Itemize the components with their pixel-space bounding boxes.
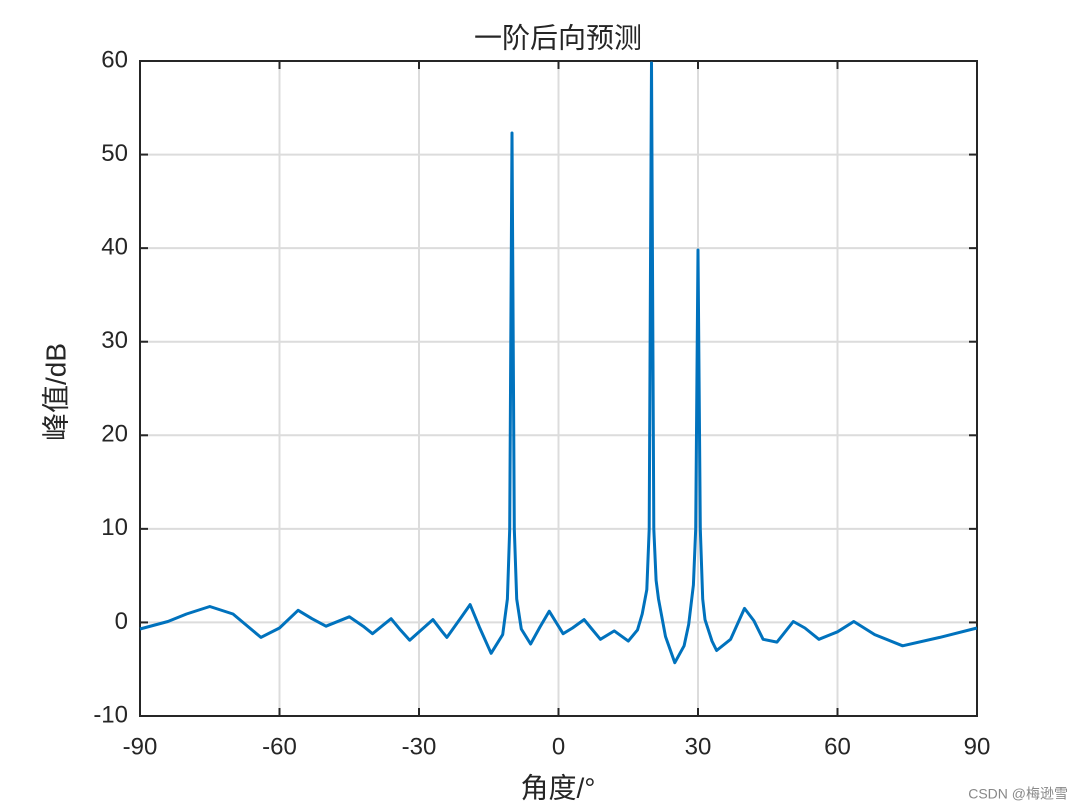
axes-box (139, 60, 978, 717)
watermark: CSDN @梅逊雪 (968, 786, 1068, 802)
x-tick-label: 0 (552, 733, 565, 760)
line-series (139, 61, 978, 665)
y-tick-label: 50 (101, 140, 128, 167)
x-tick-label: 60 (824, 733, 851, 760)
y-tick-label: 10 (101, 514, 128, 541)
y-tick-label: -10 (93, 701, 128, 728)
x-tick-label: 30 (685, 733, 712, 760)
x-tick-label: -90 (123, 733, 158, 760)
x-tick-label: 90 (964, 733, 991, 760)
x-tick-label: -30 (402, 733, 437, 760)
chart-title: 一阶后向预测 (474, 22, 642, 53)
y-tick-label: 60 (101, 46, 128, 73)
y-tick-label: 20 (101, 421, 128, 448)
x-axis-label: 角度/° (521, 772, 596, 803)
y-tick-label: 40 (101, 233, 128, 260)
y-tick-label: 0 (115, 608, 128, 635)
y-tick-label: 30 (101, 327, 128, 354)
x-tick-label: -60 (262, 733, 297, 760)
y-axis-label: 峰值/dB (40, 343, 71, 441)
